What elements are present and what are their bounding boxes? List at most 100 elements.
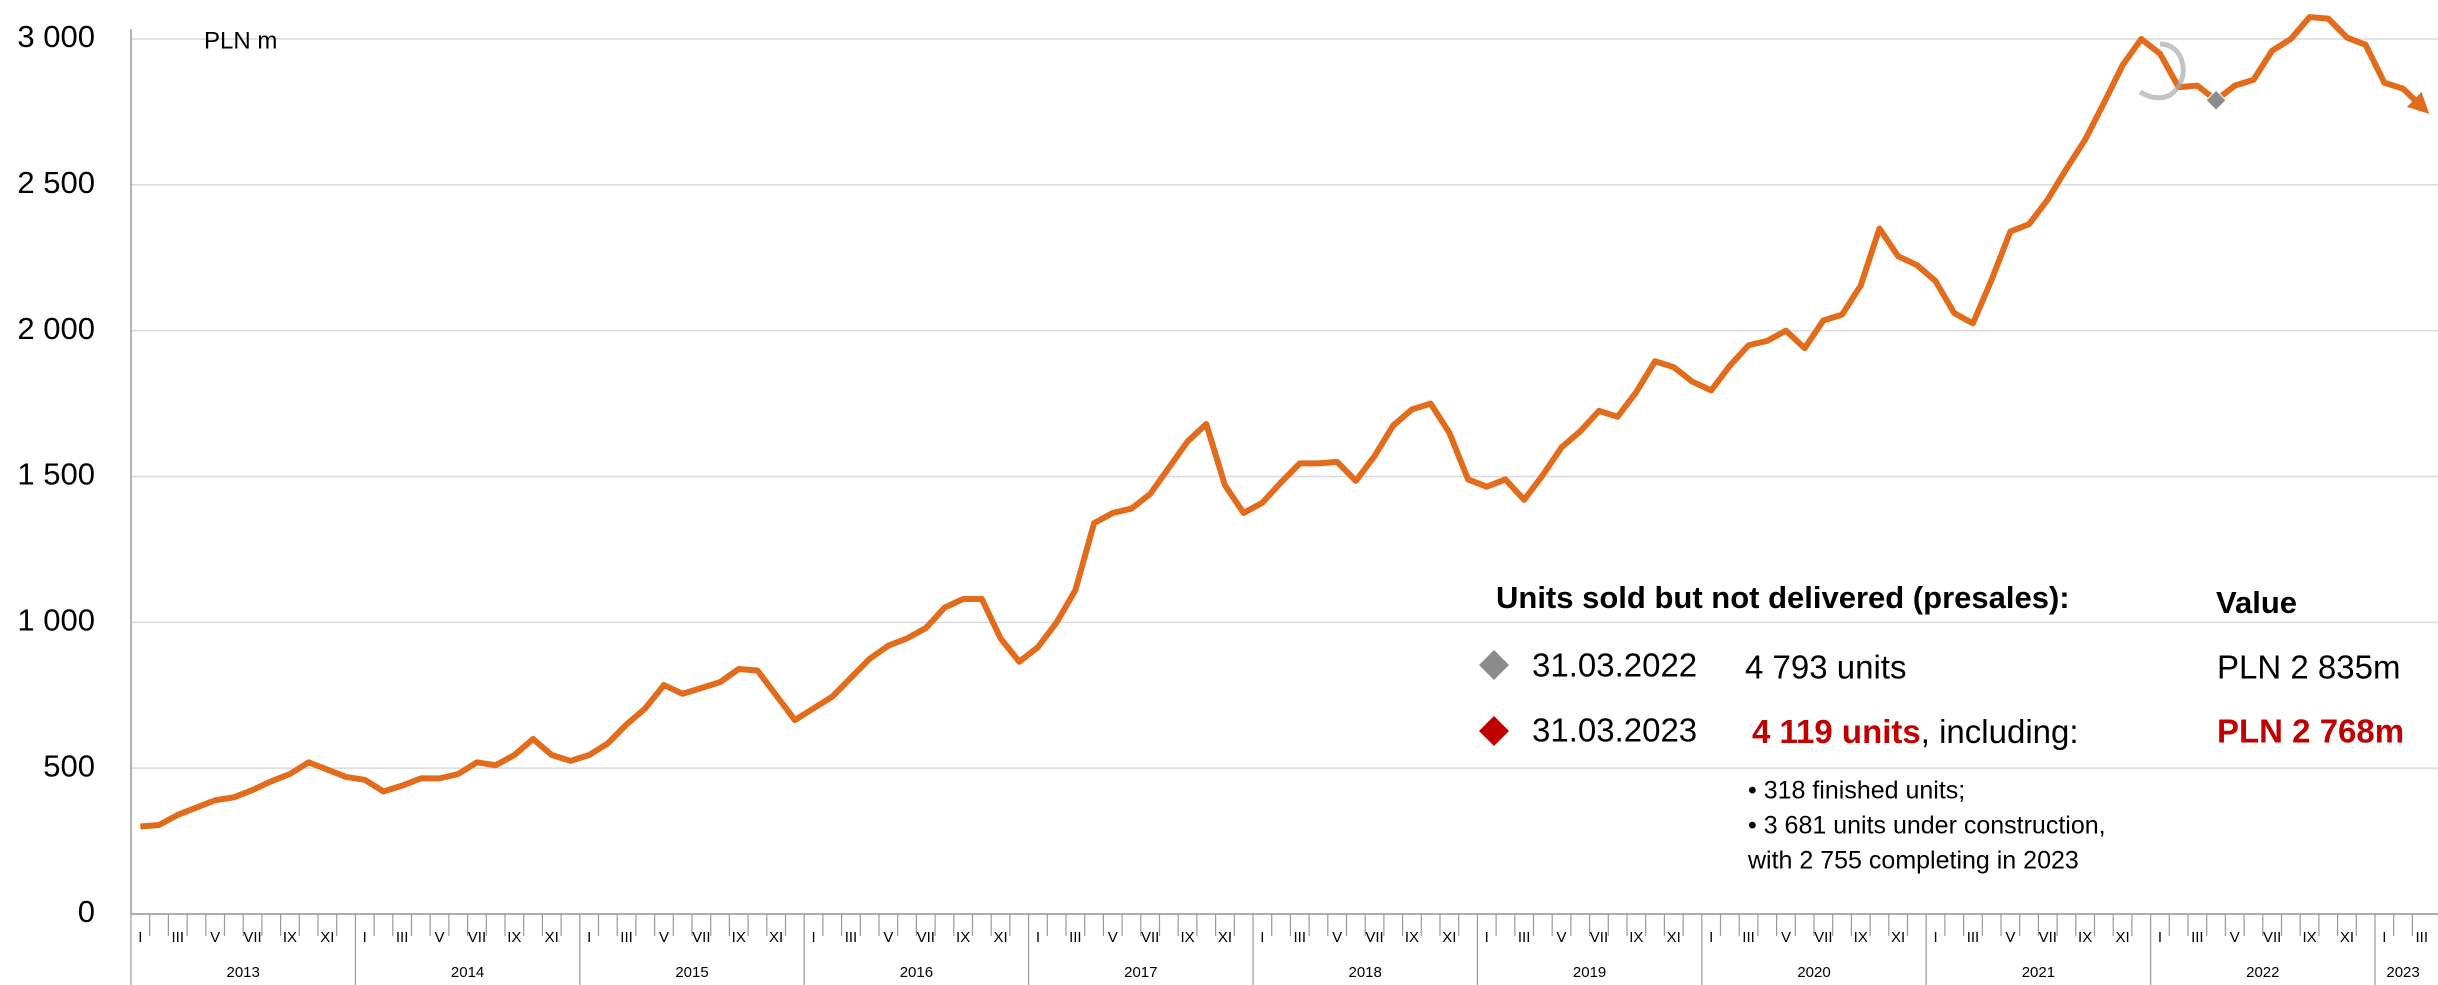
x-tick-label: III xyxy=(2191,929,2204,946)
x-tick-label: XI xyxy=(545,929,559,946)
x-tick-label: III xyxy=(1069,929,1082,946)
year-label: 2013 xyxy=(227,964,260,981)
legend-marker xyxy=(1479,716,1509,746)
y-tick-label: 1 000 xyxy=(17,603,95,638)
x-tick-label: XI xyxy=(2340,929,2354,946)
x-tick-label: III xyxy=(1742,929,1755,946)
y-tick-label: 3 000 xyxy=(17,19,95,54)
legend-marker xyxy=(1479,650,1509,680)
x-tick-label: IX xyxy=(956,929,970,946)
x-tick-label: IX xyxy=(1629,929,1643,946)
bullet: with 2 755 completing in 2023 xyxy=(1747,847,2079,875)
series-line xyxy=(140,14,2430,830)
x-tick-label: XI xyxy=(2115,929,2129,946)
y-tick-label: 500 xyxy=(43,748,95,783)
x-tick-label: VII xyxy=(692,929,710,946)
year-label: 2021 xyxy=(2022,964,2055,981)
x-tick-label: I xyxy=(363,929,367,946)
x-tick-label: IX xyxy=(1854,929,1868,946)
x-tick-label: I xyxy=(2158,929,2162,946)
x-tick-label: V xyxy=(659,929,669,946)
x-tick-label: XI xyxy=(1891,929,1905,946)
x-tick-label: V xyxy=(210,929,220,946)
x-tick-label: I xyxy=(1709,929,1713,946)
x-tick-label: VII xyxy=(1814,929,1832,946)
x-tick-label: XI xyxy=(1442,929,1456,946)
x-tick-label: I xyxy=(138,929,142,946)
x-tick-label: III xyxy=(171,929,184,946)
x-tick-label: I xyxy=(811,929,815,946)
row-date: 31.03.2023 xyxy=(1532,712,1697,749)
x-tick-label: IX xyxy=(1405,929,1419,946)
units-suffix: , including: xyxy=(1921,713,2079,750)
x-tick-label: III xyxy=(1518,929,1531,946)
x-tick-label: IX xyxy=(507,929,521,946)
x-tick-label: V xyxy=(883,929,893,946)
year-label: 2014 xyxy=(451,964,484,981)
x-tick-label: VII xyxy=(917,929,935,946)
x-tick-label: III xyxy=(1967,929,1980,946)
x-tick-label: IX xyxy=(1180,929,1194,946)
annotation-title: Units sold but not delivered (presales): xyxy=(1496,580,2070,615)
x-tick-label: XI xyxy=(320,929,334,946)
units-bold: 4 119 units xyxy=(1752,713,1921,750)
x-tick-label: XI xyxy=(769,929,783,946)
x-tick-label: I xyxy=(1036,929,1040,946)
x-tick-label: XI xyxy=(1667,929,1681,946)
x-tick-label: III xyxy=(396,929,409,946)
x-tick-label: I xyxy=(587,929,591,946)
y-tick-label: 2 000 xyxy=(17,311,95,346)
x-tick-label: V xyxy=(1557,929,1567,946)
x-tick-label: IX xyxy=(2078,929,2092,946)
bullet: • 318 finished units; xyxy=(1748,777,1965,805)
x-tick-label: IX xyxy=(2302,929,2316,946)
x-tick-label: VII xyxy=(2263,929,2281,946)
x-tick-label: VII xyxy=(243,929,261,946)
x-tick-label: VII xyxy=(1365,929,1383,946)
x-tick-label: XI xyxy=(993,929,1007,946)
x-tick-label: VII xyxy=(1590,929,1608,946)
row-units: 4 119 units, including: xyxy=(1752,713,2079,750)
x-tick-label: IX xyxy=(732,929,746,946)
x-tick-label: XI xyxy=(1218,929,1232,946)
x-tick-label: V xyxy=(1781,929,1791,946)
x-tick-label: I xyxy=(1933,929,1937,946)
x-tick-label: I xyxy=(1485,929,1489,946)
x-tick-label: I xyxy=(2382,929,2386,946)
row-units: 4 793 units xyxy=(1745,649,1906,686)
x-tick-label: VII xyxy=(1141,929,1159,946)
y-tick-label: 0 xyxy=(78,894,95,929)
bullet: • 3 681 units under construction, xyxy=(1748,812,2106,840)
x-tick-label: V xyxy=(1108,929,1118,946)
year-label: 2023 xyxy=(2386,964,2419,981)
year-label: 2020 xyxy=(1797,964,1830,981)
year-label: 2017 xyxy=(1124,964,1157,981)
row-date: 31.03.2022 xyxy=(1532,647,1697,684)
x-tick-label: III xyxy=(620,929,633,946)
x-tick-label: VII xyxy=(2039,929,2057,946)
year-label: 2018 xyxy=(1349,964,1382,981)
x-tick-label: VII xyxy=(468,929,486,946)
x-tick-label: V xyxy=(1332,929,1342,946)
year-label: 2016 xyxy=(900,964,933,981)
y-tick-label: 1 500 xyxy=(17,457,95,492)
year-label: 2015 xyxy=(675,964,708,981)
x-tick-label: V xyxy=(435,929,445,946)
unit-label: PLN m xyxy=(204,27,277,54)
x-tick-label: I xyxy=(1260,929,1264,946)
x-tick-label: III xyxy=(1293,929,1306,946)
x-tick-label: III xyxy=(845,929,858,946)
highlight-arc xyxy=(2138,41,2186,101)
point-marker xyxy=(2205,89,2227,111)
value-header: Value xyxy=(2216,585,2297,620)
year-label: 2019 xyxy=(1573,964,1606,981)
row-value: PLN 2 835m xyxy=(2217,649,2400,686)
x-tick-label: IX xyxy=(283,929,297,946)
year-label: 2022 xyxy=(2246,964,2279,981)
x-tick-label: III xyxy=(2415,929,2428,946)
x-tick-label: V xyxy=(2005,929,2015,946)
y-tick-label: 2 500 xyxy=(17,165,95,200)
